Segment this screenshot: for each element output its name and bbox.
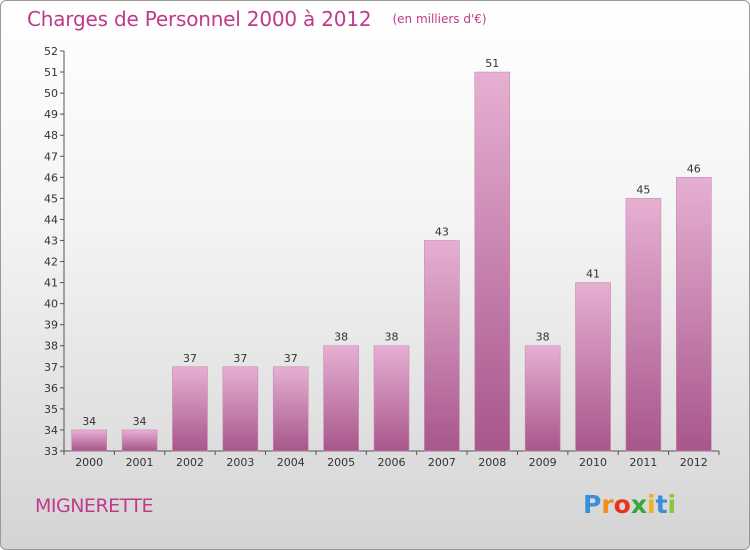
- x-tick-label: 2007: [428, 456, 456, 469]
- bars-group: [71, 71, 712, 452]
- y-tick-label: 41: [44, 277, 58, 290]
- logo-letter: i: [667, 490, 677, 519]
- bar-2000: [71, 429, 107, 452]
- y-tick-label: 39: [44, 319, 58, 332]
- y-tick-label: 47: [44, 150, 58, 163]
- data-label: 51: [485, 57, 499, 70]
- bar-2010: [575, 282, 611, 452]
- bar-2005: [323, 345, 359, 452]
- x-tick-label: 2002: [176, 456, 204, 469]
- data-label: 38: [334, 331, 348, 344]
- logo-letter: r: [601, 490, 614, 519]
- bar-2004: [272, 366, 309, 452]
- y-tick-label: 34: [44, 424, 58, 437]
- data-label: 46: [687, 162, 701, 175]
- bar-2009: [524, 345, 561, 452]
- data-label: 38: [536, 331, 550, 344]
- data-label: 38: [385, 331, 399, 344]
- x-tick-label: 2001: [126, 456, 154, 469]
- x-tick-label: 2004: [277, 456, 305, 469]
- x-tick-label: 2003: [226, 456, 254, 469]
- y-tick-label: 49: [44, 108, 58, 121]
- y-tick-label: 42: [44, 256, 58, 269]
- x-tick-label: 2008: [478, 456, 506, 469]
- y-tick-label: 52: [44, 45, 58, 58]
- bar-2007: [424, 240, 460, 452]
- y-tick-label: 48: [44, 129, 58, 142]
- x-tick-label: 2005: [327, 456, 355, 469]
- x-tick-label: 2012: [680, 456, 708, 469]
- x-tick-label: 2006: [378, 456, 406, 469]
- chart-subtitle: (en milliers d'€): [392, 12, 487, 26]
- data-label: 37: [233, 352, 247, 365]
- data-label: 34: [133, 415, 147, 428]
- y-tick-label: 43: [44, 234, 58, 247]
- labels-group: 2000 34 2001 34 2002 37 2003 37 2004 37 2005 38 2006…: [75, 57, 708, 469]
- logo-letter: P: [583, 490, 602, 519]
- logo-letter: i: [647, 490, 656, 519]
- data-label: 34: [82, 415, 96, 428]
- logo-letter: x: [630, 490, 647, 519]
- bar-2002: [172, 366, 208, 452]
- y-tick-label: 44: [44, 213, 58, 226]
- x-tick-label: 2009: [529, 456, 557, 469]
- y-tick-label: 38: [44, 340, 58, 353]
- y-tick-label: 45: [44, 192, 58, 205]
- y-tick-label: 50: [44, 87, 58, 100]
- bar-2001: [121, 429, 158, 452]
- y-tick-label: 40: [44, 298, 58, 311]
- x-tick-label: 2011: [629, 456, 657, 469]
- bar-2003: [222, 366, 259, 452]
- y-tick-label: 51: [44, 66, 58, 79]
- x-tick-label: 2000: [75, 456, 103, 469]
- y-tick-label: 35: [44, 403, 58, 416]
- logo-letter: t: [655, 490, 668, 519]
- y-tick-label: 36: [44, 382, 58, 395]
- chart-title: Charges de Personnel 2000 à 2012: [27, 7, 372, 31]
- proxiti-logo: Proxiti: [583, 490, 676, 519]
- data-label: 41: [586, 268, 600, 281]
- y-tick-label: 37: [44, 361, 58, 374]
- y-tick-label: 46: [44, 171, 58, 184]
- bar-2008: [474, 71, 511, 452]
- commune-name: MIGNERETTE: [35, 495, 154, 517]
- bar-2012: [676, 177, 712, 452]
- axes: 33 34 35 36 37 38 39 40 41 42 43 44 45 46 47 48 49 50 51 52: [44, 45, 720, 458]
- logo-letter: o: [613, 490, 631, 519]
- data-label: 37: [183, 352, 197, 365]
- data-label: 37: [284, 352, 298, 365]
- y-tick-label: 33: [44, 445, 58, 458]
- data-label: 43: [435, 225, 449, 238]
- x-tick-label: 2010: [579, 456, 607, 469]
- bar-2006: [373, 345, 410, 452]
- bar-2011: [625, 198, 662, 452]
- title-row: Charges de Personnel 2000 à 2012 (en mil…: [27, 7, 487, 31]
- data-label: 45: [636, 183, 650, 196]
